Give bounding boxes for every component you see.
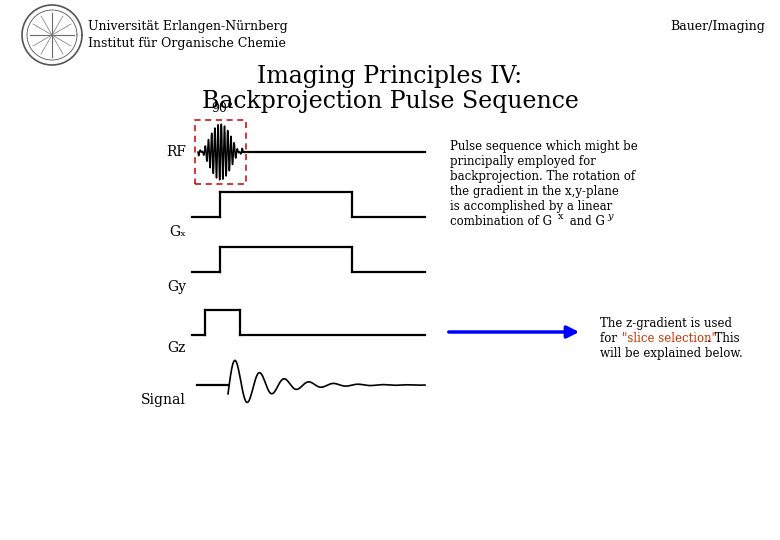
Text: Universität Erlangen-Nürnberg
Institut für Organische Chemie: Universität Erlangen-Nürnberg Institut f…: [88, 20, 288, 50]
Text: combination of G: combination of G: [450, 215, 552, 228]
Text: 90°: 90°: [211, 102, 234, 115]
Bar: [195, 120, 246, 184]
Text: Signal: Signal: [141, 393, 186, 407]
Text: will be explained below.: will be explained below.: [600, 347, 743, 360]
Text: x: x: [558, 212, 563, 221]
Text: Pulse sequence which might be: Pulse sequence which might be: [450, 140, 638, 153]
Text: Gy: Gy: [167, 280, 186, 294]
Text: Bauer/Imaging: Bauer/Imaging: [670, 20, 765, 33]
Text: . This: . This: [707, 332, 739, 345]
Text: Gz: Gz: [168, 341, 186, 355]
Text: RF: RF: [166, 145, 186, 159]
Text: The z-gradient is used: The z-gradient is used: [600, 317, 732, 330]
Text: Gₓ: Gₓ: [169, 225, 186, 239]
Text: Backprojection Pulse Sequence: Backprojection Pulse Sequence: [201, 90, 579, 113]
Text: backprojection. The rotation of: backprojection. The rotation of: [450, 170, 635, 183]
Text: the gradient in the x,y-plane: the gradient in the x,y-plane: [450, 185, 619, 198]
Text: principally employed for: principally employed for: [450, 155, 596, 168]
Text: is accomplished by a linear: is accomplished by a linear: [450, 200, 612, 213]
Text: for: for: [600, 332, 621, 345]
Text: y: y: [607, 212, 612, 221]
Text: and G: and G: [566, 215, 604, 228]
Text: Imaging Principles IV:: Imaging Principles IV:: [257, 65, 523, 88]
Text: "slice selection": "slice selection": [622, 332, 717, 345]
